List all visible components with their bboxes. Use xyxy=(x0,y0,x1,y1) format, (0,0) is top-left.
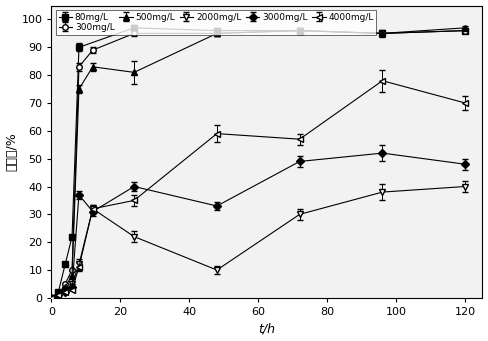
Legend: 80mg/L, 300mg/L, 500mg/L, 2000mg/L, 3000mg/L, 4000mg/L: 80mg/L, 300mg/L, 500mg/L, 2000mg/L, 3000… xyxy=(56,10,376,35)
X-axis label: t/h: t/h xyxy=(259,323,275,336)
Y-axis label: 脱色率/%: 脱色率/% xyxy=(5,132,19,171)
